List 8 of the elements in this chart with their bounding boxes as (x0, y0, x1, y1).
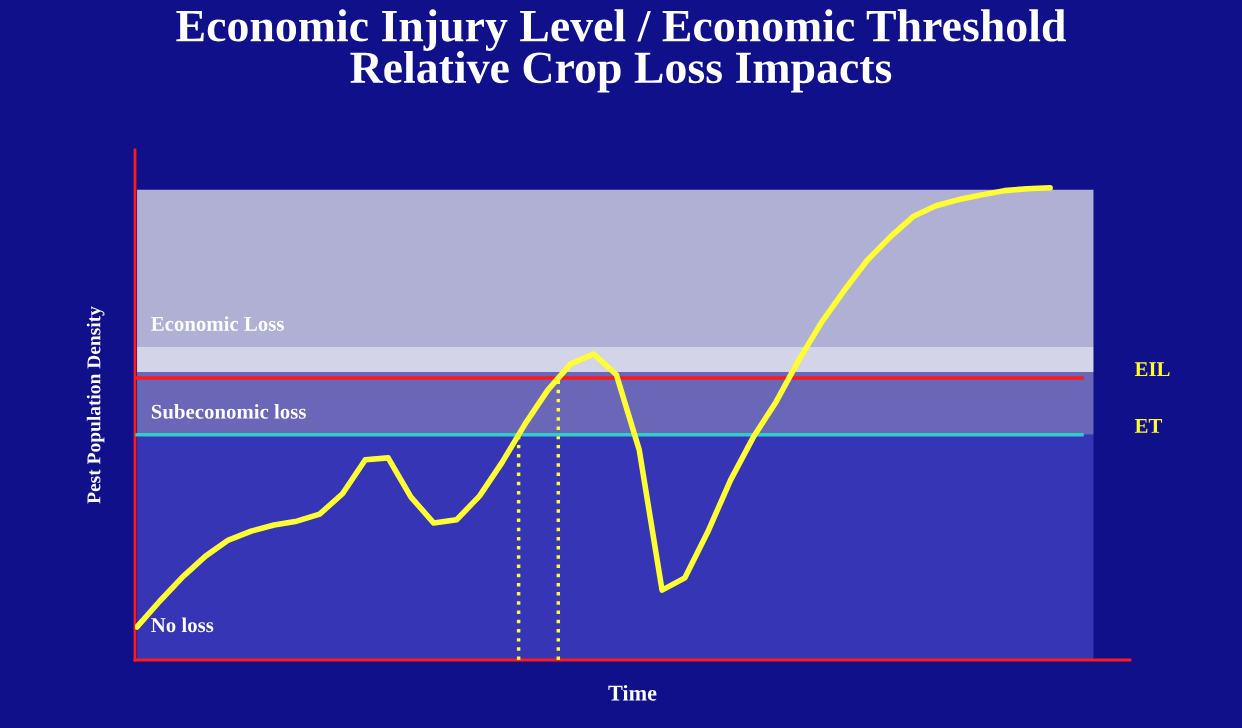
band-label: Economic Loss (151, 316, 284, 331)
ref-line-label: EIL (1134, 362, 1170, 377)
chart-title: Economic Injury Level / Economic Threshold Relative Crop Loss Impacts (176, 9, 1066, 93)
band-label: No loss (151, 617, 214, 633)
y-axis-title: Pest Population Density (86, 306, 105, 504)
x-axis-title: Time (608, 685, 657, 701)
ref-line-label: ET (1134, 419, 1163, 433)
band-label: Subeconomic loss (151, 404, 306, 419)
